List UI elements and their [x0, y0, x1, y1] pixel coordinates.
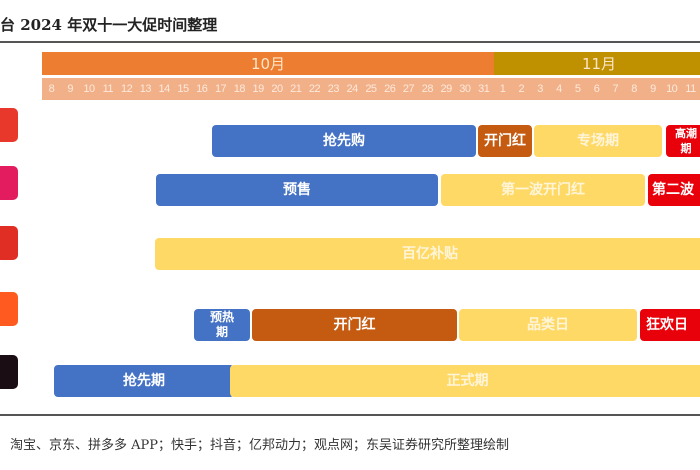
- month-november: 11月: [494, 52, 700, 75]
- jd-second-wave: 第二波: [648, 174, 700, 206]
- source-note: 淘宝、京东、拼多多 APP；快手；抖音；亿邦动力；观点网；东吴证券研究所整理绘制: [10, 438, 510, 453]
- taobao-climax: 高潮期: [666, 125, 700, 157]
- day-label: 1: [499, 83, 506, 95]
- day-label: 15: [177, 83, 189, 95]
- kuaishou-opening: 开门红: [252, 309, 457, 341]
- day-label: 10: [83, 83, 95, 95]
- day-label: 30: [459, 83, 471, 95]
- figure-title: 台 2024 年双十一大促时间整理: [0, 16, 218, 34]
- taobao-special: 专场期: [534, 125, 662, 157]
- day-label: 5: [574, 83, 581, 95]
- douyin-early: 抢先期: [54, 365, 234, 397]
- day-label: 16: [196, 83, 208, 95]
- day-label: 24: [346, 83, 359, 95]
- day-label: 11: [685, 83, 696, 95]
- kuaishou-category-day: 品类日: [459, 309, 637, 341]
- top-divider: [0, 41, 700, 43]
- day-label: 3: [537, 83, 543, 95]
- day-label: 9: [67, 83, 73, 95]
- taobao-icon: [0, 108, 18, 142]
- day-label: 27: [402, 83, 415, 95]
- day-label: 29: [440, 83, 453, 95]
- day-label: 2: [518, 83, 525, 95]
- day-label: 7: [612, 83, 619, 95]
- pinduoduo-icon: [0, 226, 18, 260]
- kuaishou-warmup: 预热期: [194, 309, 250, 341]
- day-label: 19: [252, 83, 265, 95]
- bottom-divider: [0, 414, 700, 416]
- kuaishou-icon: [0, 292, 18, 326]
- douyin-icon: [0, 355, 18, 389]
- day-label: 25: [365, 83, 377, 95]
- day-label: 23: [327, 83, 340, 95]
- jd-first-wave: 第一波开门红: [441, 174, 645, 206]
- taobao-opening: 开门红: [478, 125, 532, 157]
- day-label: 4: [556, 83, 562, 95]
- day-label: 28: [421, 83, 434, 95]
- day-label: 11: [102, 83, 114, 95]
- douyin-official: 正式期: [230, 365, 700, 397]
- day-label: 8: [631, 83, 637, 95]
- pdd-subsidy: 百亿补贴: [155, 238, 700, 270]
- day-label: 26: [384, 83, 396, 95]
- day-label: 17: [214, 83, 227, 95]
- day-axis: 8 9 10 11 12 13 14 15 16 17 18 19 20 21 22 23 24 25 26 27 28…: [42, 78, 700, 100]
- day-label: 21: [290, 83, 302, 95]
- day-label: 14: [158, 83, 171, 95]
- jd-presale: 预售: [156, 174, 438, 206]
- day-label: 12: [120, 83, 133, 95]
- kuaishou-carnival: 狂欢日: [640, 309, 700, 341]
- day-label: 6: [593, 83, 600, 95]
- day-label: 22: [308, 83, 321, 95]
- jd-icon: [0, 166, 18, 200]
- day-label: 31: [478, 83, 490, 95]
- taobao-early-buy: 抢先购: [212, 125, 476, 157]
- day-label: 9: [650, 83, 656, 95]
- day-label: 10: [666, 83, 678, 95]
- day-label: 20: [271, 83, 283, 95]
- day-label: 8: [48, 83, 55, 95]
- day-label: 13: [139, 83, 152, 95]
- month-october: 10月: [42, 52, 494, 75]
- day-label: 18: [233, 83, 246, 95]
